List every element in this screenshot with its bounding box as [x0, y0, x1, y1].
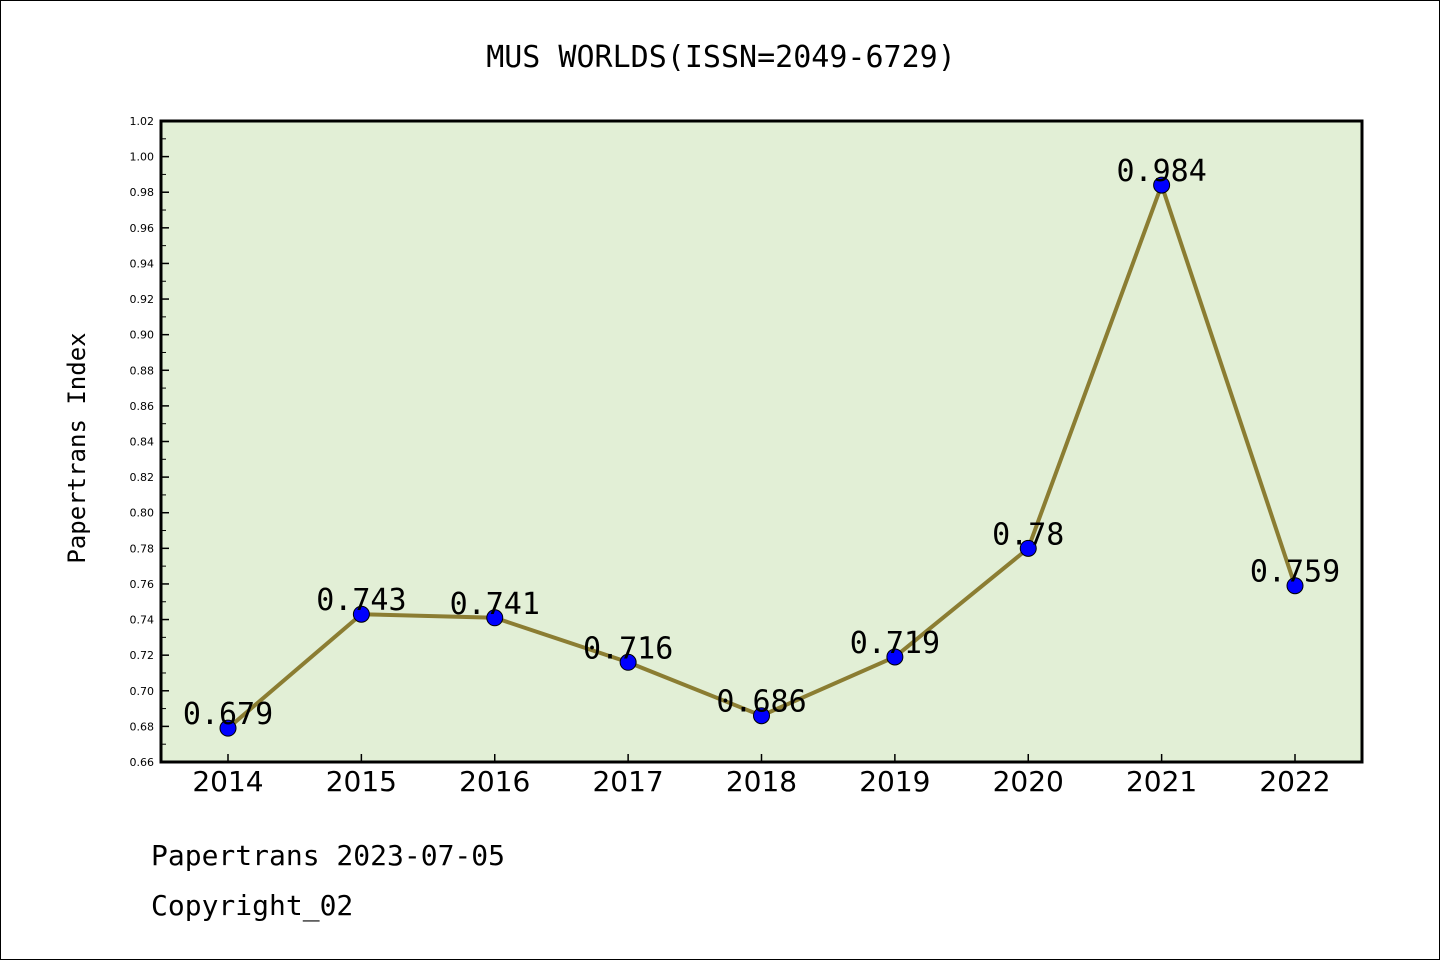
- y-tick-label: 0.68: [130, 720, 155, 733]
- y-tick-label: 0.74: [130, 614, 155, 627]
- y-tick-label: 0.78: [130, 542, 155, 555]
- x-tick-label: 2018: [726, 765, 797, 798]
- y-tick-label: 0.96: [130, 222, 155, 235]
- data-point: [352, 605, 370, 623]
- x-tick-label: 2021: [1126, 765, 1197, 798]
- y-tick-label: 0.76: [130, 578, 155, 591]
- x-tick-label: 2014: [192, 765, 263, 798]
- y-tick-label: 1.00: [130, 151, 155, 164]
- y-tick-label: 0.70: [130, 685, 155, 698]
- y-tick-label: 1.02: [130, 115, 155, 128]
- y-tick-label: 0.98: [130, 186, 155, 199]
- y-tick-label: 0.72: [130, 649, 155, 662]
- y-tick-label: 0.92: [130, 293, 155, 306]
- data-points: [219, 176, 1304, 737]
- data-label: 0.78: [992, 517, 1064, 552]
- data-label: 0.719: [850, 626, 940, 661]
- footer-date: Papertrans 2023-07-05: [151, 839, 505, 872]
- data-point: [753, 707, 770, 725]
- y-tick-label: 0.84: [130, 436, 155, 449]
- x-tick-label: 2016: [459, 765, 530, 798]
- data-point: [886, 648, 904, 666]
- data-label: 0.743: [316, 583, 406, 618]
- plot-border: [159, 119, 1364, 764]
- x-tick-label: 2015: [326, 765, 397, 798]
- x-tick-label: 2020: [993, 765, 1064, 798]
- data-label: 0.759: [1250, 555, 1340, 590]
- data-point: [486, 609, 504, 627]
- y-tick-label: 0.86: [130, 400, 155, 413]
- x-tick-label: 2017: [592, 765, 663, 798]
- data-label: 0.741: [450, 587, 540, 622]
- data-label: 0.686: [716, 685, 806, 720]
- y-tick-label: 0.88: [130, 364, 155, 377]
- x-tick-label: 2022: [1259, 765, 1330, 798]
- x-axis: 2014 2015 2016 2017 2018 2019 2020 2021 2022: [192, 754, 1331, 798]
- data-label: 0.984: [1116, 154, 1206, 189]
- y-tick-label: 0.90: [130, 329, 155, 342]
- y-tick-label: 0.82: [130, 471, 155, 484]
- data-point: [1019, 539, 1037, 557]
- plot-area: [161, 121, 1362, 762]
- data-point: [1286, 577, 1304, 595]
- data-labels: 0.679 0.743 0.741 0.716 0.686 0.719 0.78 0.984 0…: [183, 154, 1340, 732]
- x-tick-label: 2019: [859, 765, 930, 798]
- chart-title: MUS WORLDS(ISSN=2049-6729): [486, 40, 956, 75]
- footer-copyright: Copyright_02: [151, 889, 353, 923]
- data-point: [619, 653, 637, 671]
- data-label: 0.716: [583, 631, 673, 666]
- y-tick-label: 0.80: [130, 507, 155, 520]
- y-axis: 0.66 0.68 0.70 0.72 0.74 0.76 0.78 0.80 0.82 0.84…: [130, 115, 169, 769]
- y-axis-label: Papertrans Index: [63, 332, 91, 563]
- data-point: [219, 719, 237, 737]
- data-label: 0.679: [183, 697, 273, 732]
- data-point: [1153, 176, 1171, 194]
- y-tick-label: 0.66: [130, 756, 155, 769]
- y-tick-label: 0.94: [130, 257, 155, 270]
